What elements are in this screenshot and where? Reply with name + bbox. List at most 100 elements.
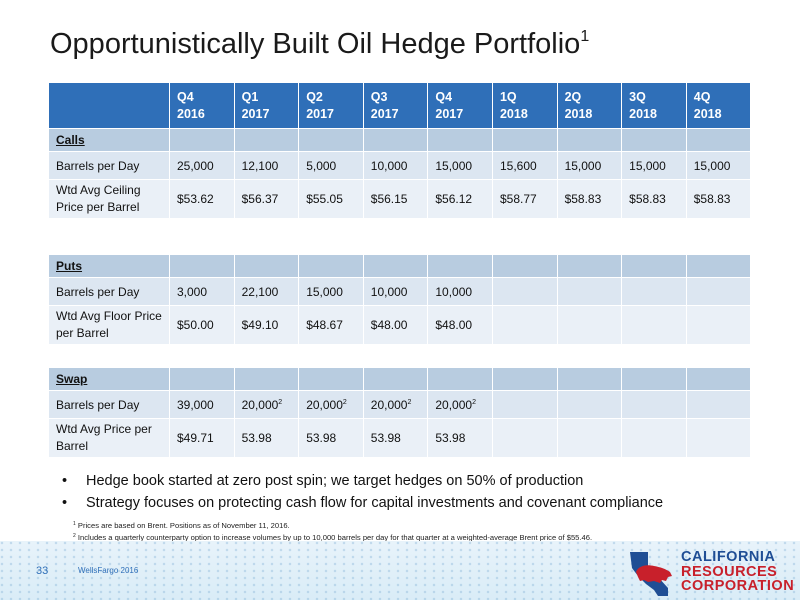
table-cell bbox=[491, 418, 558, 458]
table-cell bbox=[621, 418, 687, 458]
table-cell: 12,100 bbox=[233, 151, 300, 180]
table-cell bbox=[621, 305, 687, 345]
table-cell bbox=[491, 277, 558, 306]
table-cell: $58.83 bbox=[556, 179, 623, 219]
table-cell bbox=[556, 390, 623, 419]
table-cell: $56.37 bbox=[233, 179, 300, 219]
table-cell: $58.83 bbox=[685, 179, 752, 219]
header-cell: Q1 2017 bbox=[233, 82, 300, 129]
table-cell: 5,000 bbox=[298, 151, 364, 180]
table-cell: 10,000 bbox=[427, 277, 493, 306]
table-row: Barrels per Day 3,000 22,100 15,000 10,0… bbox=[48, 277, 752, 306]
event-label: WellsFargo 2016 bbox=[78, 566, 139, 575]
row-label: Wtd Avg Floor Price per Barrel bbox=[48, 305, 170, 345]
table-cell bbox=[685, 277, 752, 306]
table-cell: $48.67 bbox=[298, 305, 364, 345]
header-cell: 1Q 2018 bbox=[491, 82, 558, 129]
table-cell: $56.15 bbox=[362, 179, 429, 219]
section-row-swap: Swap bbox=[48, 367, 752, 391]
table-row: Wtd Avg Floor Price per Barrel $50.00 $4… bbox=[48, 305, 752, 345]
table-cell bbox=[621, 277, 687, 306]
table-cell: 53.98 bbox=[233, 418, 300, 458]
row-label: Barrels per Day bbox=[48, 390, 170, 419]
california-bear-icon bbox=[630, 552, 672, 596]
footnotes: 1 Prices are based on Brent. Positions a… bbox=[73, 519, 592, 543]
header-blank-cell bbox=[48, 82, 170, 129]
table-cell bbox=[491, 390, 558, 419]
swap-table: Swap Barrels per Day 39,000 20,0002 20,0… bbox=[48, 367, 752, 458]
row-label: Barrels per Day bbox=[48, 277, 170, 306]
page-number: 33 bbox=[36, 565, 49, 577]
table-cell: 20,0002 bbox=[298, 390, 364, 419]
page-title: Opportunistically Built Oil Hedge Portfo… bbox=[50, 28, 590, 60]
table-row: Wtd Avg Price per Barrel $49.71 53.98 53… bbox=[48, 418, 752, 458]
bullet-list: • Hedge book started at zero post spin; w… bbox=[62, 473, 663, 517]
company-logo: CALIFORNIA RESOURCES CORPORATION bbox=[624, 550, 794, 598]
table-cell bbox=[685, 418, 752, 458]
bullet-item: • Strategy focuses on protecting cash flo… bbox=[62, 495, 664, 511]
table-row: Wtd Avg Ceiling Price per Barrel $53.62 … bbox=[48, 179, 752, 219]
header-cell: Q4 2016 bbox=[169, 82, 235, 129]
header-cell: 4Q 2018 bbox=[685, 82, 752, 129]
calls-table: Q4 2016 Q1 2017 Q2 2017 Q3 2017 Q4 2017 1Q 201… bbox=[48, 82, 752, 219]
table-cell: 53.98 bbox=[427, 418, 493, 458]
table-cell: 39,000 bbox=[169, 390, 235, 419]
table-cell: 10,000 bbox=[362, 277, 429, 306]
row-label: Wtd Avg Ceiling Price per Barrel bbox=[48, 179, 170, 219]
table-cell: $48.00 bbox=[362, 305, 429, 345]
header-cell: Q4 2017 bbox=[427, 82, 493, 129]
table-cell bbox=[491, 305, 558, 345]
table-cell: $56.12 bbox=[427, 179, 493, 219]
table-cell: 10,000 bbox=[362, 151, 429, 180]
table-cell: $49.71 bbox=[169, 418, 235, 458]
section-label: Puts bbox=[48, 254, 170, 278]
table-row: Barrels per Day 39,000 20,0002 20,0002 2… bbox=[48, 390, 752, 419]
table-cell: $49.10 bbox=[233, 305, 300, 345]
table-cell: $50.00 bbox=[169, 305, 235, 345]
footnote: 2 Includes a quarterly counterparty opti… bbox=[73, 533, 593, 542]
header-cell: 3Q 2018 bbox=[621, 82, 687, 129]
table-cell: 20,0002 bbox=[233, 390, 300, 419]
logo-text: CALIFORNIA RESOURCES CORPORATION bbox=[681, 549, 795, 594]
table-cell: 15,000 bbox=[556, 151, 623, 180]
table-cell: $53.62 bbox=[169, 179, 235, 219]
section-row-calls: Calls bbox=[48, 128, 752, 152]
section-label: Swap bbox=[48, 367, 170, 391]
table-cell: $58.83 bbox=[621, 179, 687, 219]
table-cell: $48.00 bbox=[427, 305, 493, 345]
section-row-puts: Puts bbox=[48, 254, 752, 278]
table-cell: 20,0002 bbox=[427, 390, 493, 419]
table-cell: 15,000 bbox=[621, 151, 687, 180]
quarter-header-row: Q4 2016 Q1 2017 Q2 2017 Q3 2017 Q4 2017 1Q 201… bbox=[48, 82, 752, 129]
table-cell: 3,000 bbox=[169, 277, 235, 306]
table-cell bbox=[685, 305, 752, 345]
table-cell: 22,100 bbox=[233, 277, 300, 306]
table-cell: $58.77 bbox=[491, 179, 558, 219]
table-cell: 20,0002 bbox=[362, 390, 429, 419]
header-cell: 2Q 2018 bbox=[556, 82, 623, 129]
table-cell: 53.98 bbox=[362, 418, 429, 458]
table-cell: 15,600 bbox=[491, 151, 558, 180]
section-label: Calls bbox=[48, 128, 170, 152]
header-cell: Q2 2017 bbox=[298, 82, 364, 129]
table-cell: 15,000 bbox=[298, 277, 364, 306]
table-cell bbox=[556, 418, 623, 458]
table-cell bbox=[685, 390, 752, 419]
bullet-icon: • bbox=[62, 495, 68, 511]
table-cell: 15,000 bbox=[685, 151, 752, 180]
footnote: 1 Prices are based on Brent. Positions a… bbox=[73, 521, 290, 530]
table-cell: $55.05 bbox=[298, 179, 364, 219]
table-cell bbox=[556, 305, 623, 345]
bullet-item: • Hedge book started at zero post spin; w… bbox=[62, 473, 584, 489]
table-cell bbox=[621, 390, 687, 419]
table-cell bbox=[556, 277, 623, 306]
table-cell: 25,000 bbox=[169, 151, 235, 180]
table-row: Barrels per Day 25,000 12,100 5,000 10,0… bbox=[48, 151, 752, 180]
table-cell: 15,000 bbox=[427, 151, 493, 180]
header-cell: Q3 2017 bbox=[362, 82, 429, 129]
puts-table: Puts Barrels per Day 3,000 22,100 15,000… bbox=[48, 254, 752, 345]
table-cell: 53.98 bbox=[298, 418, 364, 458]
row-label: Wtd Avg Price per Barrel bbox=[48, 418, 170, 458]
bullet-icon: • bbox=[62, 473, 68, 489]
row-label: Barrels per Day bbox=[48, 151, 170, 180]
